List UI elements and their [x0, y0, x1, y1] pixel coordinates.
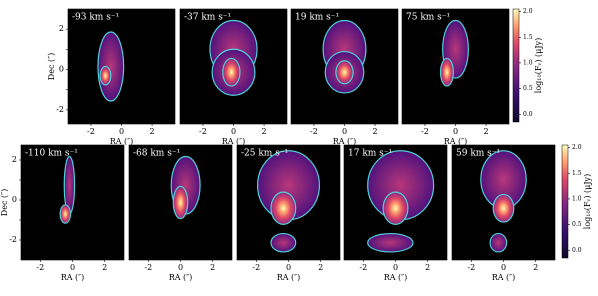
emission [382, 191, 409, 225]
x-tick-label: 0 [70, 263, 75, 272]
panel-title: -68 km s⁻¹ [133, 149, 180, 159]
x-tick-label: 2 [262, 127, 267, 136]
panel-title: -110 km s⁻¹ [25, 149, 78, 159]
x-tick-label: -2 [87, 127, 95, 136]
colorbar [561, 144, 569, 259]
x-tick-label: 2 [210, 263, 215, 272]
x-tick-label: -2 [310, 127, 318, 136]
panel-title: 75 km s⁻¹ [406, 13, 450, 23]
colorbar-tick-label: 0.5 [523, 85, 533, 92]
emission [489, 232, 508, 253]
emission [99, 65, 112, 86]
x-tick-label: 2 [484, 127, 489, 136]
emission [97, 31, 125, 102]
emission [222, 57, 241, 87]
y-tick-label: 0 [12, 195, 17, 204]
x-tick-label: 2 [425, 263, 430, 272]
emission [335, 60, 354, 85]
panel-title: 17 km s⁻¹ [348, 149, 392, 159]
emission [270, 232, 297, 253]
x-tick-label: -2 [199, 127, 207, 136]
x-tick-label: 2 [318, 263, 323, 272]
colorbar-tick-label: 2.0 [523, 8, 533, 15]
panel-title: -93 km s⁻¹ [72, 13, 119, 23]
panel-title: 59 km s⁻¹ [456, 149, 500, 159]
colorbar-tick-label: 0.0 [572, 247, 582, 254]
emission [270, 191, 297, 225]
x-axis-label: RA (″) [169, 273, 193, 282]
colorbar-tick-label: 1.5 [523, 34, 533, 41]
emission [59, 204, 72, 224]
colorbar-tick-label: 2.0 [572, 144, 582, 151]
colorbar-tick-label: 1.0 [523, 59, 533, 66]
x-axis-label: RA (″) [444, 137, 468, 146]
x-tick-label: 2 [150, 127, 155, 136]
x-tick-label: 0 [231, 127, 236, 136]
x-tick-label: 0 [342, 127, 347, 136]
y-tick-label: 2 [59, 24, 64, 33]
x-axis-label: RA (″) [384, 273, 408, 282]
x-tick-label: 0 [393, 263, 398, 272]
x-tick-label: -2 [359, 263, 367, 272]
x-tick-label: -2 [421, 127, 429, 136]
y-axis-label: Dec (″) [0, 189, 9, 216]
y-tick-label: -2 [56, 105, 64, 114]
y-tick-label: 2 [12, 155, 17, 164]
colorbar-tick-label: 1.0 [572, 195, 582, 202]
x-tick-label: -2 [36, 263, 44, 272]
x-tick-label: -2 [252, 263, 260, 272]
panel-title: 19 km s⁻¹ [295, 13, 339, 23]
emission [492, 193, 515, 223]
emission [172, 185, 189, 220]
x-axis-label: RA (″) [61, 273, 85, 282]
colorbar-tick-label: 1.5 [572, 170, 582, 177]
x-tick-label: 2 [533, 263, 538, 272]
panel-title: -37 km s⁻¹ [184, 13, 231, 23]
y-axis-label: Dec (″) [47, 53, 56, 80]
x-axis-label: RA (″) [333, 137, 357, 146]
panel-title: -25 km s⁻¹ [241, 149, 288, 159]
y-tick-label: 0 [59, 65, 64, 74]
x-axis-label: RA (″) [110, 137, 134, 146]
x-tick-label: 0 [501, 263, 506, 272]
x-tick-label: 0 [286, 263, 291, 272]
y-tick-label: -2 [9, 235, 17, 244]
colorbar-tick-label: 0.5 [572, 221, 582, 228]
x-tick-label: 2 [102, 263, 107, 272]
x-tick-label: 0 [178, 263, 183, 272]
x-tick-label: 0 [453, 127, 458, 136]
x-axis-label: RA (″) [492, 273, 516, 282]
x-tick-label: -2 [144, 263, 152, 272]
x-axis-label: RA (″) [222, 137, 246, 146]
colorbar-label: log₁₀(Fᵥ) (μJy) [534, 38, 543, 93]
x-tick-label: 2 [373, 127, 378, 136]
colorbar-tick-label: 0.0 [523, 111, 533, 118]
x-tick-label: -2 [467, 263, 475, 272]
x-tick-label: 0 [119, 127, 124, 136]
emission [367, 232, 414, 253]
emission [439, 57, 454, 87]
colorbar-label: log₁₀(Fᵥ) (μJy) [583, 174, 592, 229]
x-axis-label: RA (″) [277, 273, 301, 282]
colorbar [512, 8, 520, 123]
